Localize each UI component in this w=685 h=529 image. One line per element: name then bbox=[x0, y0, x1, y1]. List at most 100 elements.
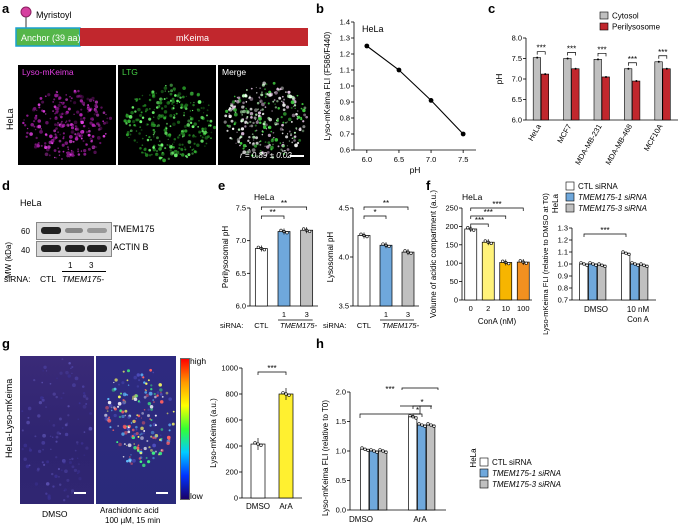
c-sig-label: *** bbox=[567, 45, 576, 54]
speckle bbox=[82, 124, 86, 128]
speckle bbox=[41, 381, 43, 384]
speckle bbox=[93, 113, 97, 116]
speckle bbox=[126, 459, 129, 463]
speckle bbox=[134, 420, 137, 423]
f1-point bbox=[489, 241, 493, 246]
f1-y-label: Volume of acidic compartment (a.u.) bbox=[429, 190, 438, 318]
speckle bbox=[70, 97, 73, 100]
e1-sig-bracket bbox=[260, 215, 285, 219]
f2-point bbox=[585, 263, 589, 267]
f2-sig-bracket bbox=[583, 233, 627, 237]
speckle bbox=[122, 455, 125, 458]
speckle bbox=[164, 90, 166, 92]
speckle bbox=[37, 119, 42, 123]
speckle bbox=[89, 121, 93, 125]
b-y-tick-label: 1.1 bbox=[340, 66, 350, 75]
speckle bbox=[80, 95, 84, 99]
speckle bbox=[99, 141, 102, 145]
speckle bbox=[242, 150, 247, 155]
speckle bbox=[225, 109, 229, 113]
f1-y-tick-label: 0 bbox=[454, 296, 458, 305]
speckle bbox=[254, 124, 257, 127]
speckle bbox=[200, 115, 204, 120]
speckle bbox=[158, 156, 162, 160]
h-point bbox=[381, 449, 385, 453]
speckle bbox=[85, 130, 89, 134]
speckle bbox=[285, 135, 289, 139]
speckle bbox=[285, 121, 287, 124]
speckle bbox=[127, 426, 130, 429]
speckle bbox=[26, 131, 29, 135]
speckle bbox=[114, 378, 118, 382]
speckle bbox=[150, 419, 153, 422]
speckle bbox=[77, 469, 81, 474]
speckle bbox=[33, 379, 36, 382]
speckle bbox=[138, 132, 141, 135]
speckle bbox=[206, 135, 210, 139]
speckle bbox=[122, 399, 125, 402]
c-y-tick-label: 8.0 bbox=[512, 34, 522, 43]
speckle bbox=[173, 137, 177, 141]
speckle bbox=[52, 436, 54, 438]
speckle bbox=[153, 108, 156, 111]
speckle bbox=[152, 371, 155, 374]
speckle bbox=[25, 135, 28, 138]
e1-y-label: Perilysosomal pH bbox=[221, 226, 230, 288]
g-y-tick-label: 600 bbox=[225, 416, 238, 425]
f2-y-tick-label: 1.3 bbox=[558, 224, 568, 233]
speckle bbox=[158, 103, 160, 105]
speckle bbox=[152, 133, 155, 136]
g-point bbox=[281, 391, 285, 395]
speckle bbox=[50, 448, 52, 451]
f2-legend-swatch bbox=[565, 181, 575, 191]
speckle bbox=[112, 429, 115, 432]
h-legend-swatch bbox=[479, 468, 489, 478]
f1-bar bbox=[464, 228, 478, 301]
speckle bbox=[200, 139, 204, 143]
speckle bbox=[145, 108, 149, 112]
e2-y-tick-label: 3.5 bbox=[339, 302, 349, 311]
speckle bbox=[158, 147, 162, 151]
speckle bbox=[65, 120, 68, 122]
h-bar bbox=[426, 424, 436, 511]
panel-letter-e: e bbox=[218, 178, 226, 193]
speckle bbox=[272, 100, 275, 103]
speckle bbox=[27, 416, 30, 419]
speckle bbox=[183, 124, 187, 128]
speckle bbox=[196, 143, 200, 148]
c-bar bbox=[563, 58, 572, 121]
speckle bbox=[286, 121, 288, 123]
speckle bbox=[168, 144, 171, 147]
speckle bbox=[264, 106, 267, 108]
myristoyl-icon bbox=[20, 6, 32, 18]
speckle bbox=[140, 417, 143, 419]
speckle bbox=[264, 120, 267, 123]
speckle bbox=[154, 395, 157, 399]
speckle bbox=[259, 101, 262, 103]
speckle bbox=[187, 119, 191, 123]
speckle bbox=[150, 388, 153, 391]
speckle bbox=[246, 115, 249, 118]
speckle bbox=[149, 404, 154, 409]
speckle bbox=[188, 134, 191, 137]
speckle bbox=[61, 125, 65, 128]
speckle bbox=[39, 96, 43, 100]
speckle bbox=[152, 148, 157, 152]
speckle bbox=[58, 98, 60, 101]
myristoyl-label: Myristoyl bbox=[36, 10, 72, 20]
speckle bbox=[55, 127, 58, 130]
speckle bbox=[139, 460, 143, 464]
speckle bbox=[202, 112, 205, 114]
c-point bbox=[665, 67, 668, 70]
speckle bbox=[298, 138, 302, 142]
speckle bbox=[161, 152, 165, 156]
speckle bbox=[121, 381, 125, 385]
speckle bbox=[277, 107, 280, 110]
speckle bbox=[155, 153, 158, 155]
speckle bbox=[163, 110, 168, 114]
speckle bbox=[196, 93, 200, 97]
speckle bbox=[137, 449, 140, 453]
speckle bbox=[183, 111, 185, 114]
speckle bbox=[267, 141, 271, 145]
g-point bbox=[287, 393, 291, 397]
